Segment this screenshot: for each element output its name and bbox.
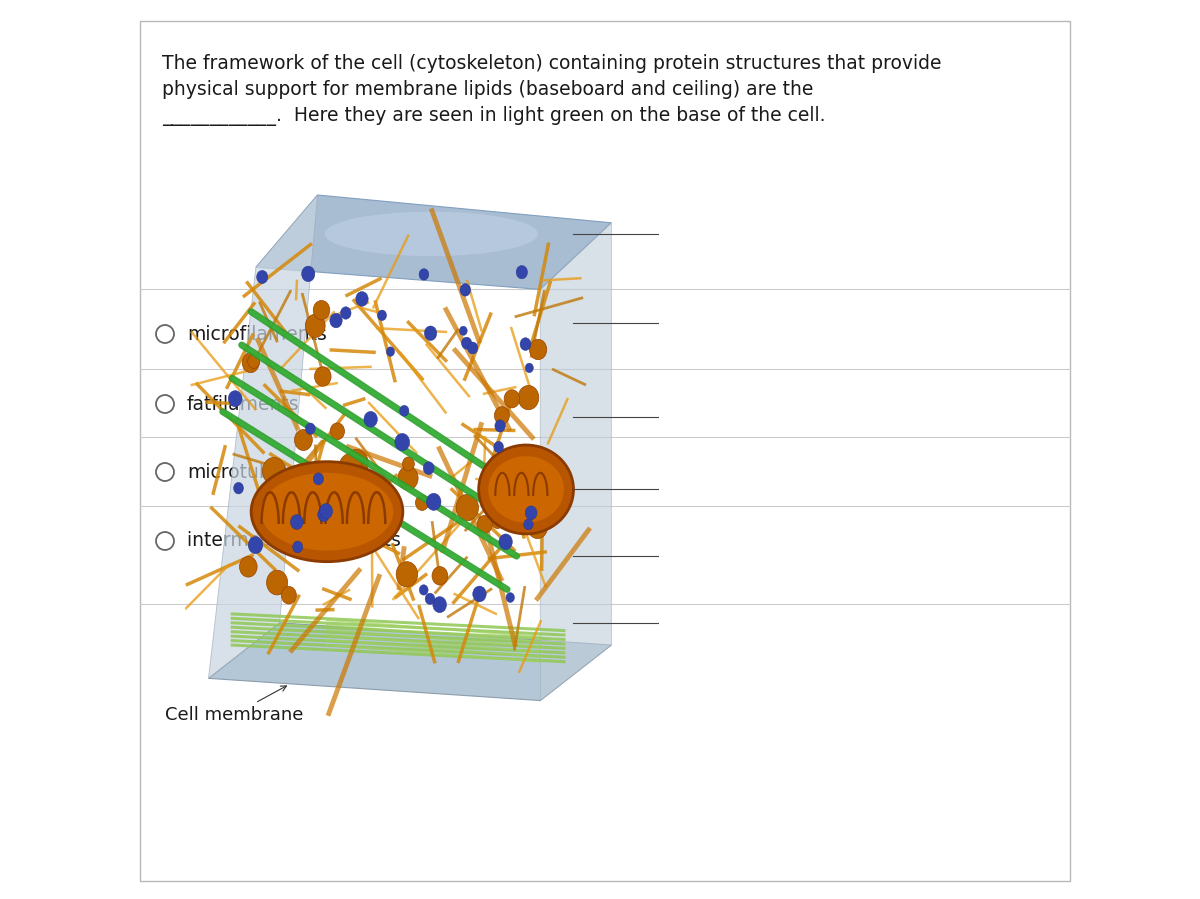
Circle shape [526, 363, 533, 373]
FancyBboxPatch shape [140, 21, 1070, 881]
Circle shape [400, 405, 409, 416]
Text: intermediate filaments: intermediate filaments [187, 531, 401, 550]
Circle shape [468, 342, 478, 354]
Circle shape [156, 395, 174, 413]
Circle shape [263, 458, 286, 485]
Circle shape [341, 307, 352, 319]
Circle shape [330, 423, 344, 440]
Circle shape [433, 597, 446, 613]
Circle shape [426, 494, 440, 511]
Circle shape [424, 462, 434, 475]
Circle shape [247, 354, 260, 369]
Circle shape [266, 570, 288, 595]
Ellipse shape [488, 456, 564, 523]
Text: physical support for membrane lipids (baseboard and ceiling) are the: physical support for membrane lipids (ba… [162, 80, 814, 99]
Circle shape [378, 310, 386, 321]
Circle shape [460, 326, 467, 335]
Circle shape [494, 406, 509, 424]
Circle shape [306, 423, 316, 434]
Polygon shape [209, 195, 318, 679]
Circle shape [506, 592, 515, 602]
Circle shape [523, 519, 533, 530]
Circle shape [313, 300, 330, 320]
Text: ____________.  Here they are seen in light green on the base of the cell.: ____________. Here they are seen in ligh… [162, 106, 826, 126]
Circle shape [494, 420, 505, 432]
Circle shape [319, 503, 332, 519]
Circle shape [526, 506, 538, 520]
Circle shape [156, 532, 174, 550]
Circle shape [340, 453, 362, 480]
Circle shape [344, 450, 368, 476]
Text: fatfilaments: fatfilaments [187, 395, 300, 414]
Circle shape [396, 562, 418, 587]
Circle shape [398, 467, 418, 490]
Circle shape [234, 483, 244, 494]
Circle shape [257, 271, 268, 283]
Circle shape [228, 390, 242, 406]
Circle shape [386, 347, 395, 356]
Text: microtubules: microtubules [187, 462, 310, 482]
Ellipse shape [479, 445, 574, 534]
Circle shape [520, 338, 530, 351]
Circle shape [301, 266, 314, 281]
Polygon shape [540, 223, 612, 700]
Circle shape [504, 390, 520, 408]
Ellipse shape [251, 462, 403, 562]
Circle shape [419, 269, 428, 280]
Text: Cell membrane: Cell membrane [166, 706, 304, 724]
Circle shape [395, 433, 409, 450]
Circle shape [516, 265, 528, 279]
Circle shape [499, 534, 512, 549]
Circle shape [364, 412, 378, 427]
Circle shape [305, 315, 325, 337]
Polygon shape [256, 195, 612, 289]
Circle shape [294, 430, 312, 450]
Circle shape [330, 313, 342, 328]
Circle shape [529, 339, 547, 360]
Circle shape [491, 512, 504, 529]
Circle shape [432, 566, 448, 585]
Polygon shape [209, 623, 612, 700]
Circle shape [290, 514, 304, 530]
Circle shape [156, 325, 174, 343]
Circle shape [313, 473, 324, 485]
Circle shape [419, 584, 428, 595]
Circle shape [456, 494, 479, 521]
Ellipse shape [260, 473, 394, 550]
Text: microfilaments: microfilaments [187, 325, 326, 343]
Circle shape [478, 515, 492, 533]
Circle shape [365, 483, 378, 498]
Text: The framework of the cell (cytoskeleton) containing protein structures that prov: The framework of the cell (cytoskeleton)… [162, 54, 942, 73]
Circle shape [460, 284, 470, 296]
Circle shape [240, 556, 257, 577]
Circle shape [546, 495, 563, 515]
Circle shape [528, 515, 547, 539]
Circle shape [248, 537, 263, 554]
Circle shape [318, 508, 330, 521]
Circle shape [425, 326, 437, 341]
Circle shape [415, 495, 428, 511]
Circle shape [293, 541, 302, 553]
Ellipse shape [325, 211, 538, 256]
Circle shape [402, 457, 414, 471]
Circle shape [281, 586, 296, 604]
Circle shape [242, 352, 259, 372]
Circle shape [518, 386, 539, 410]
Circle shape [156, 463, 174, 481]
Circle shape [425, 593, 434, 604]
Circle shape [493, 441, 504, 453]
Circle shape [314, 367, 331, 387]
Circle shape [355, 291, 368, 307]
Circle shape [462, 337, 472, 349]
Circle shape [473, 586, 486, 601]
